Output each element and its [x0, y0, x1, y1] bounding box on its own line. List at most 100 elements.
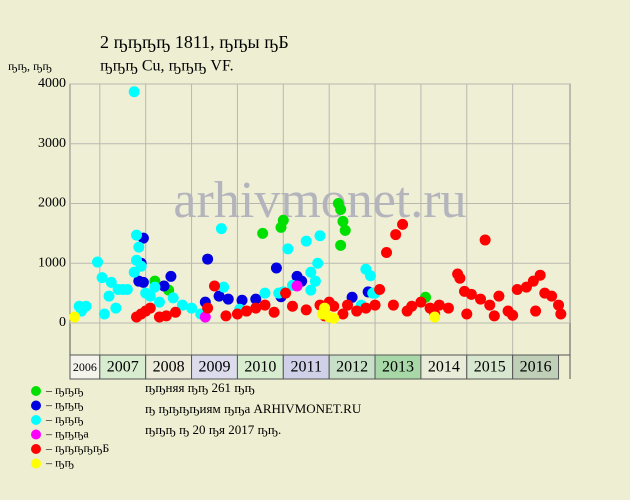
legend-label: – ҧҧҧа	[45, 426, 89, 440]
data-point	[364, 270, 376, 282]
data-point	[337, 308, 349, 320]
x-tick-label: 2009	[198, 359, 230, 376]
data-point	[250, 293, 262, 305]
legend-marker	[31, 444, 41, 454]
data-point	[484, 299, 496, 311]
data-point	[401, 305, 413, 317]
data-point	[277, 214, 289, 226]
data-point	[390, 229, 402, 241]
data-point	[170, 306, 182, 318]
data-point	[442, 302, 454, 314]
data-point	[397, 218, 409, 230]
data-point	[167, 292, 179, 304]
data-point	[144, 290, 156, 302]
data-point	[98, 308, 110, 320]
data-point	[220, 310, 232, 322]
data-point	[80, 300, 92, 312]
data-point	[149, 281, 161, 293]
data-point	[328, 300, 340, 312]
x-label-strip	[69, 322, 571, 356]
data-point	[465, 288, 477, 300]
data-point	[259, 299, 271, 311]
data-point	[475, 293, 487, 305]
data-point	[415, 296, 427, 308]
data-point	[222, 293, 234, 305]
data-point	[131, 229, 143, 241]
data-point	[128, 86, 140, 98]
legend-label: – ҧҧҧ	[45, 383, 84, 397]
note: ҧҧняя ҧҧ 261 ҧҧ	[145, 380, 255, 395]
data-point	[282, 243, 294, 255]
data-point	[137, 276, 149, 288]
x-tick-label: 2008	[153, 359, 185, 376]
data-point	[202, 253, 214, 265]
legend-marker	[31, 458, 41, 469]
legend-label: – ҧҧҧ	[45, 412, 84, 426]
data-point	[360, 302, 372, 314]
data-point	[202, 302, 214, 314]
x-tick-label: 2007	[107, 359, 139, 376]
data-point	[530, 305, 542, 317]
data-point	[268, 306, 280, 318]
data-point	[511, 284, 523, 296]
data-point	[165, 270, 177, 282]
y-tick-label: 4000	[38, 76, 66, 91]
data-point	[479, 234, 491, 246]
data-point	[92, 256, 104, 268]
data-point	[387, 299, 399, 311]
year-band	[69, 354, 101, 380]
data-point	[314, 230, 326, 242]
data-point	[236, 294, 248, 306]
data-point	[493, 290, 505, 302]
data-point	[105, 276, 117, 288]
data-point	[286, 300, 298, 312]
data-point	[96, 272, 108, 284]
data-point	[280, 287, 292, 299]
data-point	[218, 281, 230, 293]
legend-marker	[31, 415, 41, 425]
data-point	[153, 296, 165, 308]
y-tick-label: 1000	[38, 255, 66, 270]
data-point	[300, 304, 312, 316]
data-point	[454, 272, 466, 284]
data-point	[369, 299, 381, 311]
data-point	[110, 302, 122, 314]
data-point	[208, 280, 220, 292]
data-point	[488, 310, 500, 322]
x-tick-label: 2012	[336, 359, 368, 376]
data-point	[429, 311, 441, 323]
legend-marker	[31, 400, 41, 411]
y-axis-label: ҧҧ, ҧҧ	[8, 59, 52, 73]
x-tick-label: 2014	[428, 359, 460, 376]
x-tick-label: 2006	[73, 360, 97, 374]
year-band	[512, 354, 560, 380]
legend-marker	[31, 429, 41, 440]
data-point	[546, 290, 558, 302]
data-point	[215, 223, 227, 235]
data-point	[351, 305, 363, 317]
data-point	[144, 302, 156, 314]
watermark: arhivmonet.ru	[173, 172, 466, 229]
data-point	[335, 239, 347, 251]
data-point	[507, 309, 519, 321]
data-point	[257, 227, 269, 239]
data-point	[339, 224, 351, 236]
data-point	[312, 257, 324, 269]
data-point	[335, 203, 347, 215]
data-point	[534, 269, 546, 281]
x-tick-label: 2016	[520, 359, 552, 376]
data-point	[555, 308, 567, 320]
year-band	[466, 354, 514, 380]
year-band	[236, 354, 284, 380]
x-tick-label: 2011	[291, 359, 322, 376]
data-point	[69, 311, 81, 323]
chart-title: 2 ҧҧҧҧ 1811, ҧҧы ҧБ	[100, 32, 289, 52]
data-point	[553, 299, 565, 311]
data-point	[135, 260, 147, 272]
y-tick-label: 0	[59, 315, 66, 330]
data-point	[259, 287, 271, 299]
data-point	[305, 266, 317, 278]
data-point	[461, 308, 473, 320]
data-point	[241, 305, 253, 317]
